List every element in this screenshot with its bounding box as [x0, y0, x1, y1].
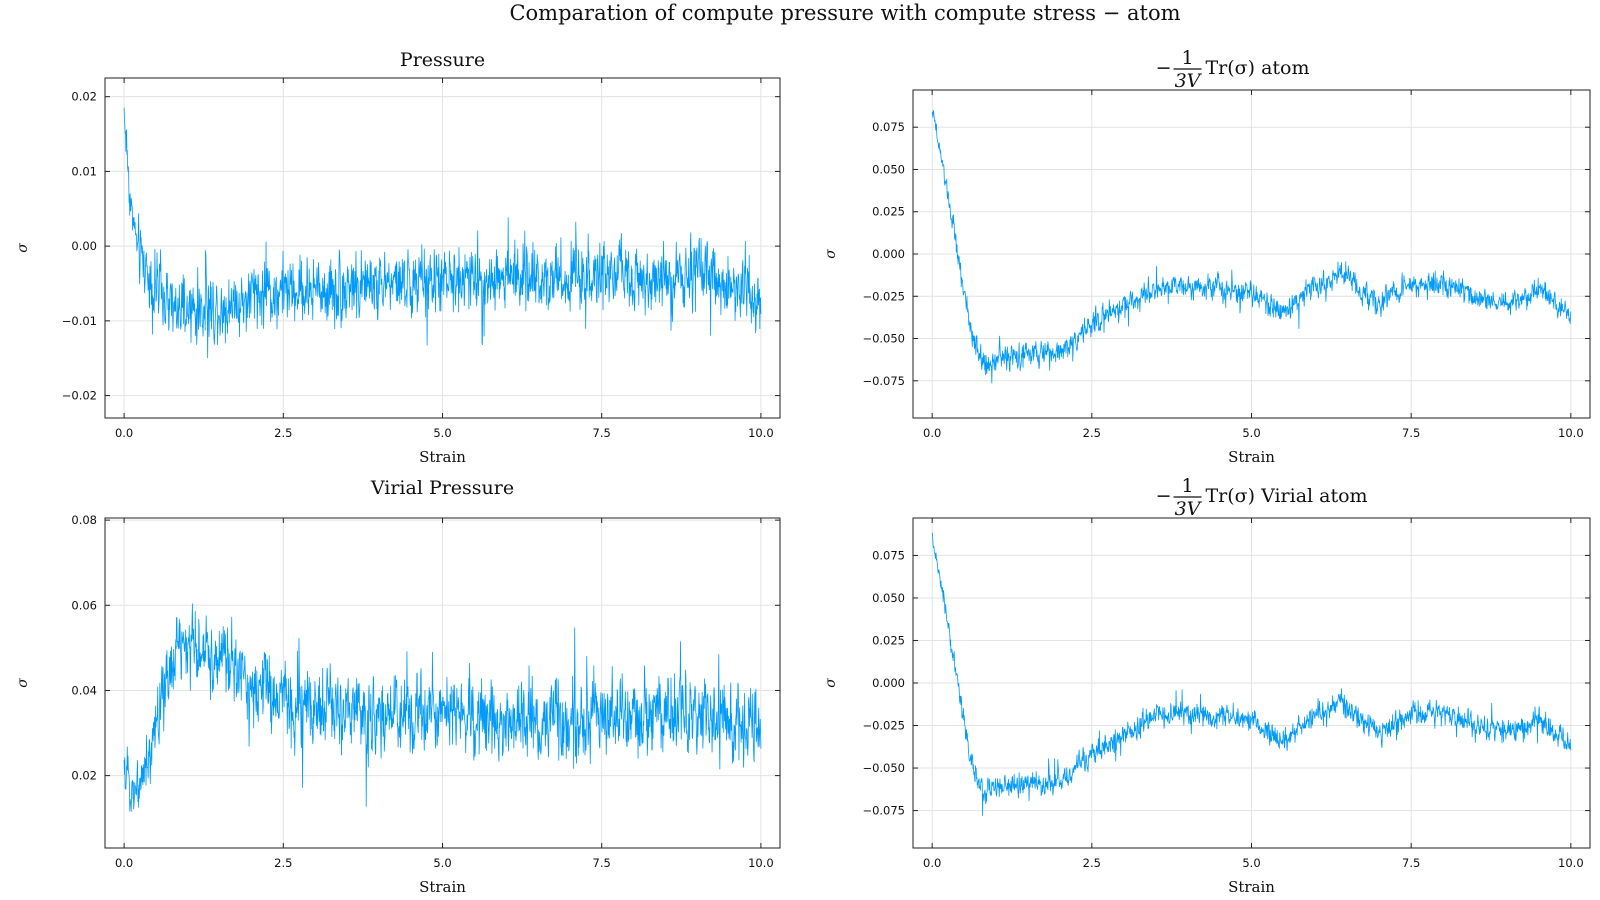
title-trace-text: Tr(σ) Virial atom	[1206, 485, 1368, 507]
y-tick-label: −0.075	[862, 374, 905, 388]
y-tick-label: 0.08	[71, 513, 97, 527]
x-tick-label: 10.0	[1558, 426, 1584, 440]
y-axis-label: σ	[15, 243, 31, 253]
x-tick-label: 2.5	[1083, 856, 1101, 870]
x-tick-label: 0.0	[115, 426, 133, 440]
y-tick-label: 0.075	[872, 548, 905, 562]
subplot-3: 0.0 2.5 5.0 7.5 10.0 0.02 0.04 0.06 0.08 Strain σ V…	[15, 477, 781, 896]
y-axis-label: σ	[823, 678, 839, 688]
title-minus-sign: −	[1156, 485, 1172, 507]
y-tick-label: 0.01	[71, 164, 97, 178]
y-axis-label: σ	[15, 678, 31, 688]
subplot-title: Virial Pressure	[370, 477, 514, 499]
y-tick-label: −0.02	[62, 389, 97, 403]
y-tick-label: 0.025	[872, 205, 905, 219]
y-tick-label: −0.025	[862, 719, 905, 733]
y-tick-label: 0.050	[872, 162, 905, 176]
y-tick-label: −0.01	[62, 314, 97, 328]
x-tick-label: 2.5	[274, 856, 292, 870]
title-fraction-denominator: 3V	[1175, 70, 1203, 92]
x-axis-label: Strain	[1228, 878, 1275, 896]
x-tick-label: 7.5	[593, 856, 611, 870]
subplot-4: 0.0 2.5 5.0 7.5 10.0−0.075−0.050−0.0250.0000…	[823, 475, 1591, 896]
x-tick-label: 2.5	[1083, 426, 1101, 440]
subplot-title: Pressure	[400, 49, 485, 71]
y-tick-label: 0.02	[71, 769, 97, 783]
y-tick-label: 0.06	[71, 598, 97, 612]
series-line	[931, 532, 1572, 816]
y-tick-label: 0.00	[71, 239, 97, 253]
x-tick-label: 5.0	[433, 426, 451, 440]
y-tick-label: 0.000	[872, 676, 905, 690]
x-axis-label: Strain	[419, 448, 466, 466]
subplot-grid: 0.0 2.5 5.0 7.5 10.0−0.02−0.010.000.010.02St…	[15, 47, 1591, 896]
title-fraction-numerator: 1	[1181, 47, 1193, 69]
series-line	[931, 110, 1572, 384]
x-tick-label: 10.0	[748, 856, 774, 870]
y-tick-label: −0.075	[862, 804, 905, 818]
y-tick-label: 0.000	[872, 247, 905, 261]
x-tick-label: 7.5	[593, 426, 611, 440]
y-tick-label: −0.050	[862, 332, 905, 346]
series-line	[123, 107, 762, 359]
y-tick-label: 0.025	[872, 633, 905, 647]
y-tick-label: −0.025	[862, 289, 905, 303]
figure-title: Comparation of compute pressure with com…	[509, 1, 1180, 25]
x-axis-label: Strain	[419, 878, 466, 896]
title-fraction-denominator: 3V	[1175, 498, 1203, 520]
title-trace-text: Tr(σ) atom	[1206, 57, 1310, 79]
x-tick-label: 10.0	[1558, 856, 1584, 870]
y-tick-label: 0.050	[872, 591, 905, 605]
x-tick-label: 5.0	[1242, 856, 1260, 870]
x-tick-label: 2.5	[274, 426, 292, 440]
y-tick-label: 0.02	[71, 90, 97, 104]
x-tick-label: 0.0	[923, 426, 941, 440]
subplot-1: 0.0 2.5 5.0 7.5 10.0 −0.02 −0.01 0.00 0.01 0.02 St…	[15, 49, 781, 466]
y-tick-label: 0.04	[71, 683, 97, 697]
title-minus-sign: −	[1156, 57, 1172, 79]
series-line	[123, 603, 762, 812]
y-axis-label: σ	[823, 249, 839, 259]
x-tick-label: 0.0	[115, 856, 133, 870]
x-tick-label: 5.0	[433, 856, 451, 870]
subplot-2: 0.0 2.5 5.0 7.5 10.0−0.075−0.050−0.0250.0000…	[823, 47, 1591, 466]
y-tick-label: 0.075	[872, 120, 905, 134]
x-tick-label: 7.5	[1402, 856, 1420, 870]
x-tick-label: 7.5	[1402, 426, 1420, 440]
y-tick-label: −0.050	[862, 761, 905, 775]
title-fraction-numerator: 1	[1181, 475, 1193, 497]
x-tick-label: 10.0	[748, 426, 774, 440]
x-tick-label: 5.0	[1242, 426, 1260, 440]
x-axis-label: Strain	[1228, 448, 1275, 466]
x-tick-label: 0.0	[923, 856, 941, 870]
